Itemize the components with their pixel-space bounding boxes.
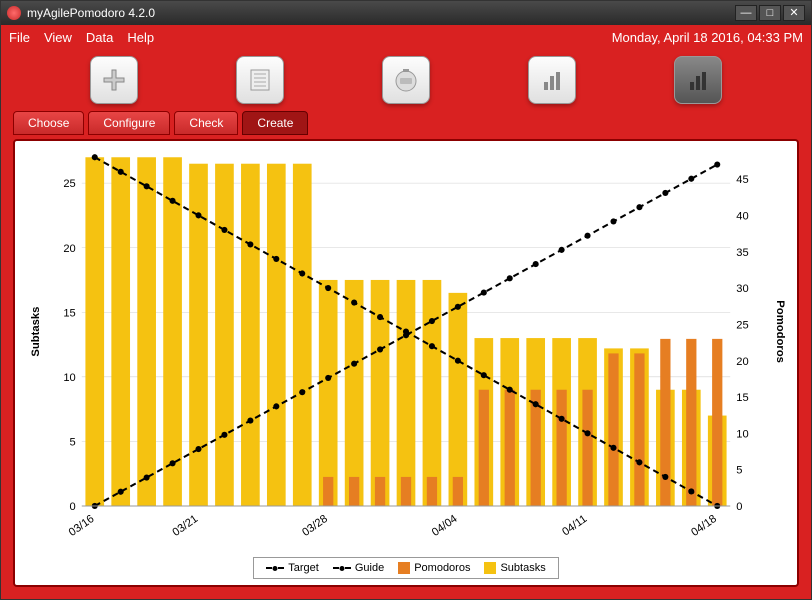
- svg-text:35: 35: [736, 246, 748, 258]
- svg-text:5: 5: [70, 436, 76, 448]
- svg-text:04/04: 04/04: [430, 513, 460, 539]
- svg-text:10: 10: [736, 428, 748, 440]
- datetime-display: Monday, April 18 2016, 04:33 PM: [612, 30, 803, 45]
- list-icon: [246, 66, 274, 94]
- minimize-button[interactable]: —: [735, 5, 757, 21]
- legend-pomodoros: Pomodoros: [398, 562, 470, 574]
- menu-view[interactable]: View: [44, 30, 72, 45]
- legend-target: Target: [266, 562, 319, 574]
- chart-button[interactable]: [674, 56, 722, 104]
- close-button[interactable]: ✕: [783, 5, 805, 21]
- legend-guide: Guide: [333, 562, 384, 574]
- menu-data[interactable]: Data: [86, 30, 113, 45]
- bar-chart-icon: [684, 66, 712, 94]
- svg-text:04/11: 04/11: [560, 513, 589, 539]
- plus-icon: [100, 66, 128, 94]
- app-icon: [7, 6, 21, 20]
- svg-text:Pomodoros: Pomodoros: [774, 300, 786, 363]
- maximize-button[interactable]: □: [759, 5, 781, 21]
- svg-text:0: 0: [70, 501, 76, 513]
- svg-text:20: 20: [736, 355, 748, 367]
- window-controls: — □ ✕: [735, 5, 805, 21]
- svg-text:03/21: 03/21: [171, 513, 201, 539]
- svg-text:Subtasks: Subtasks: [30, 306, 42, 356]
- svg-text:45: 45: [736, 174, 748, 186]
- legend-subtasks: Subtasks: [484, 562, 545, 574]
- svg-text:04/18: 04/18: [689, 513, 719, 539]
- bar-chart-icon: [538, 66, 566, 94]
- legend-label: Guide: [355, 562, 384, 574]
- swatch-icon: [398, 562, 410, 574]
- titlebar: myAgilePomodoro 4.2.0 — □ ✕: [1, 1, 811, 25]
- svg-text:30: 30: [736, 283, 748, 295]
- window-title: myAgilePomodoro 4.2.0: [27, 6, 735, 20]
- legend-label: Subtasks: [500, 562, 545, 574]
- tab-create[interactable]: Create: [242, 111, 308, 135]
- svg-text:15: 15: [63, 307, 75, 319]
- list-button[interactable]: [236, 56, 284, 104]
- toolbar: [1, 50, 811, 109]
- svg-text:5: 5: [736, 464, 742, 476]
- svg-text:10: 10: [63, 372, 75, 384]
- swatch-icon: [484, 562, 496, 574]
- burndown-chart: 0 5 10 15 20 25 0 5 10 15 20 25 30 35 40 45 03/16 03/21 03…: [21, 147, 791, 557]
- line-marker-icon: [333, 567, 351, 569]
- menu-help[interactable]: Help: [127, 30, 154, 45]
- svg-text:15: 15: [736, 392, 748, 404]
- svg-text:0: 0: [736, 501, 742, 513]
- legend-label: Target: [288, 562, 319, 574]
- chart-area: 0 5 10 15 20 25 0 5 10 15 20 25 30 35 40 45 03/16 03/21 03…: [21, 147, 791, 557]
- app-window: myAgilePomodoro 4.2.0 — □ ✕ File View Da…: [0, 0, 812, 600]
- legend: Target Guide Pomodoros Subtasks: [253, 557, 558, 579]
- svg-text:03/28: 03/28: [300, 513, 330, 539]
- stats-button[interactable]: [528, 56, 576, 104]
- svg-text:20: 20: [63, 242, 75, 254]
- tab-check[interactable]: Check: [174, 111, 238, 135]
- svg-text:40: 40: [736, 210, 748, 222]
- tab-choose[interactable]: Choose: [13, 111, 84, 135]
- tabbar: Choose Configure Check Create: [1, 109, 811, 135]
- timer-icon: [392, 66, 420, 94]
- timer-button[interactable]: [382, 56, 430, 104]
- line-marker-icon: [266, 567, 284, 569]
- add-button[interactable]: [90, 56, 138, 104]
- svg-text:03/16: 03/16: [67, 513, 97, 539]
- svg-text:25: 25: [736, 319, 748, 331]
- chart-frame: 0 5 10 15 20 25 0 5 10 15 20 25 30 35 40 45 03/16 03/21 03…: [13, 139, 799, 587]
- menubar: File View Data Help Monday, April 18 201…: [1, 25, 811, 51]
- legend-label: Pomodoros: [414, 562, 470, 574]
- menu-file[interactable]: File: [9, 30, 30, 45]
- tab-configure[interactable]: Configure: [88, 111, 170, 135]
- svg-text:25: 25: [63, 178, 75, 190]
